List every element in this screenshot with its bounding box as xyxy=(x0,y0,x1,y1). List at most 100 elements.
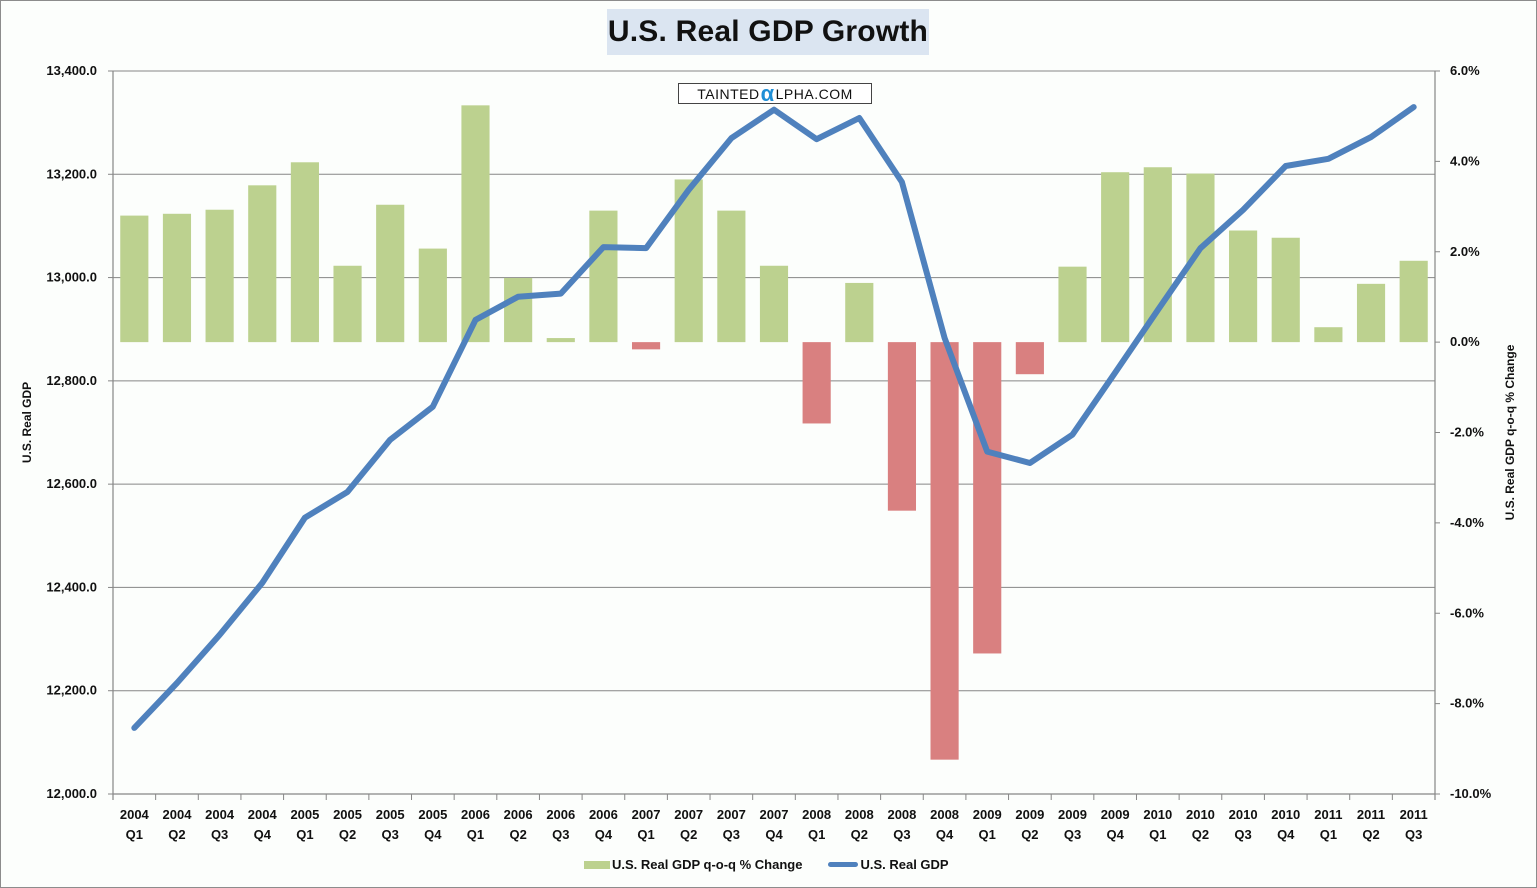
x-tick-label-quarter: Q1 xyxy=(1320,827,1337,842)
bar xyxy=(162,213,192,343)
x-tick-label-year: 2004 xyxy=(205,807,235,822)
bar xyxy=(546,338,575,343)
axes xyxy=(108,70,1440,800)
x-tick-label-year: 2005 xyxy=(418,807,447,822)
x-tick-label-quarter: Q3 xyxy=(893,827,910,842)
watermark-prefix: TAINTED xyxy=(697,85,760,102)
legend-swatch-line xyxy=(828,862,859,867)
x-tick-label-year: 2009 xyxy=(973,807,1002,822)
bar xyxy=(1229,230,1258,343)
bar xyxy=(1356,283,1386,343)
bar xyxy=(1058,266,1087,343)
x-tick-label-quarter: Q4 xyxy=(1106,827,1124,842)
x-tick-label-quarter: Q1 xyxy=(979,827,996,842)
right-tick-label: 6.0% xyxy=(1450,63,1480,78)
axis-labels: 12,000.0 12,200.0 12,400.0 12,600.0 12,800.0… xyxy=(20,63,1517,842)
watermark-suffix: LPHA.COM xyxy=(775,85,853,102)
x-tick-label-year: 2005 xyxy=(376,807,405,822)
legend-swatch-bar xyxy=(584,860,610,869)
chart-title: U.S. Real GDP Growth xyxy=(607,15,929,48)
x-tick-label-year: 2008 xyxy=(845,807,874,822)
bar xyxy=(1271,237,1300,343)
x-tick-label-year: 2008 xyxy=(887,807,916,822)
bar xyxy=(802,342,831,424)
x-tick-label-year: 2007 xyxy=(717,807,746,822)
bar xyxy=(973,342,1002,654)
bar xyxy=(930,342,959,760)
x-tick-label-year: 2010 xyxy=(1229,807,1258,822)
bar xyxy=(1101,172,1130,343)
line-series xyxy=(131,104,1417,731)
bar xyxy=(1143,167,1172,343)
bar xyxy=(1015,342,1044,375)
bar xyxy=(290,162,319,343)
x-tick-label-quarter: Q1 xyxy=(1149,827,1166,842)
left-tick-label: 13,200.0 xyxy=(46,166,97,181)
x-tick-label-year: 2010 xyxy=(1143,807,1172,822)
x-tick-label-year: 2006 xyxy=(504,807,533,822)
x-tick-label-quarter: Q4 xyxy=(765,827,783,842)
bar xyxy=(333,265,362,343)
bar xyxy=(205,209,234,343)
x-tick-label-quarter: Q3 xyxy=(1064,827,1081,842)
bar xyxy=(759,265,789,343)
x-tick-label-year: 2007 xyxy=(632,807,661,822)
x-tick-label-quarter: Q1 xyxy=(467,827,484,842)
x-tick-label-year: 2004 xyxy=(163,807,193,822)
bar xyxy=(717,210,746,343)
legend: U.S. Real GDP q-o-q % Change U.S. Real G… xyxy=(584,857,975,872)
bar-series xyxy=(120,105,1428,760)
x-tick-label-quarter: Q2 xyxy=(509,827,526,842)
right-tick-label: -8.0% xyxy=(1450,696,1484,711)
x-tick-label-year: 2010 xyxy=(1186,807,1215,822)
x-tick-label-quarter: Q2 xyxy=(339,827,356,842)
x-tick-label-quarter: Q2 xyxy=(1192,827,1209,842)
chart-title-box: U.S. Real GDP Growth xyxy=(607,9,929,55)
x-tick-label-year: 2007 xyxy=(674,807,703,822)
x-tick-label-quarter: Q2 xyxy=(680,827,697,842)
right-tick-label: -4.0% xyxy=(1450,515,1484,530)
left-tick-label: 12,600.0 xyxy=(46,476,97,491)
right-tick-label: 0.0% xyxy=(1450,334,1480,349)
x-tick-label-quarter: Q4 xyxy=(424,827,442,842)
x-tick-label-year: 2009 xyxy=(1015,807,1044,822)
left-tick-label: 12,200.0 xyxy=(46,683,97,698)
bar xyxy=(461,105,490,343)
right-tick-label: -6.0% xyxy=(1450,605,1484,620)
x-tick-label-year: 2011 xyxy=(1400,807,1428,822)
x-tick-label-quarter: Q4 xyxy=(254,827,272,842)
right-tick-label: 4.0% xyxy=(1450,153,1480,168)
x-tick-label-quarter: Q1 xyxy=(808,827,825,842)
x-tick-label-quarter: Q2 xyxy=(1362,827,1379,842)
x-tick-label-year: 2008 xyxy=(930,807,959,822)
bar xyxy=(504,277,533,343)
right-tick-label: 2.0% xyxy=(1450,244,1480,259)
x-tick-label-quarter: Q1 xyxy=(637,827,654,842)
left-axis-title: U.S. Real GDP xyxy=(20,382,34,463)
legend-label-line: U.S. Real GDP xyxy=(860,857,949,872)
bar xyxy=(418,248,447,343)
x-tick-label-quarter: Q3 xyxy=(1405,827,1422,842)
x-tick-label-year: 2007 xyxy=(760,807,789,822)
bar xyxy=(845,282,874,343)
alpha-icon: α xyxy=(760,80,775,106)
right-axis-title: U.S. Real GDP q-o-q % Change xyxy=(1503,344,1517,520)
x-tick-label-year: 2009 xyxy=(1101,807,1130,822)
x-tick-label-quarter: Q2 xyxy=(168,827,185,842)
x-tick-label-year: 2011 xyxy=(1314,807,1342,822)
x-tick-label-year: 2008 xyxy=(802,807,831,822)
right-tick-label: -2.0% xyxy=(1450,425,1484,440)
bar xyxy=(248,185,277,343)
x-tick-label-year: 2004 xyxy=(248,807,278,822)
left-tick-label: 13,400.0 xyxy=(46,63,97,78)
legend-item-bar: U.S. Real GDP q-o-q % Change xyxy=(584,857,802,872)
bar xyxy=(376,204,405,343)
x-tick-label-quarter: Q3 xyxy=(211,827,228,842)
x-tick-label-quarter: Q3 xyxy=(723,827,740,842)
watermark-logo: TAINTED α LPHA.COM xyxy=(678,80,872,106)
bar xyxy=(631,342,661,350)
x-tick-label-year: 2011 xyxy=(1357,807,1385,822)
x-tick-label-quarter: Q1 xyxy=(126,827,143,842)
bar xyxy=(887,342,917,511)
